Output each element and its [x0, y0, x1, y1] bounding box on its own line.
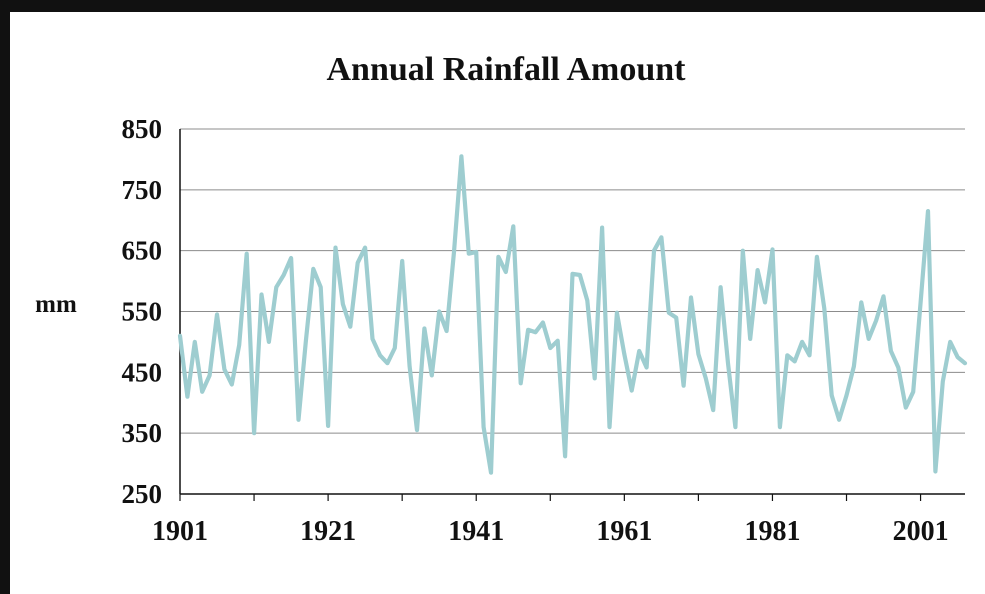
x-tick-label: 1901 [152, 516, 208, 547]
y-axis-label: mm [35, 291, 77, 318]
series-line [177, 154, 968, 475]
chart-title: Annual Rainfall Amount [327, 51, 687, 88]
y-tick-label: 750 [122, 175, 163, 205]
x-tick-label: 1961 [596, 516, 652, 547]
chart-panel: Annual Rainfall Amount mm 850 750 650 550 45… [10, 12, 985, 594]
y-tick-label: 650 [122, 236, 163, 266]
line-chart: Annual Rainfall Amount mm 850 750 650 550 45… [35, 51, 968, 547]
axes [179, 129, 965, 501]
x-tick-label: 1921 [300, 516, 356, 547]
y-tick-label: 350 [122, 418, 163, 448]
x-tick-label: 1941 [448, 516, 504, 547]
x-tick-labels: 1901 1921 1941 1961 1981 2001 [152, 516, 949, 547]
y-tick-label: 550 [122, 297, 163, 327]
y-tick-label: 250 [122, 479, 163, 509]
y-tick-label: 850 [122, 114, 163, 144]
x-tick-label: 1981 [744, 516, 800, 547]
series-group [177, 154, 968, 475]
x-tick-label: 2001 [893, 516, 949, 547]
y-tick-label: 450 [122, 357, 163, 387]
y-tick-labels: 850 750 650 550 450 350 250 [122, 114, 163, 509]
